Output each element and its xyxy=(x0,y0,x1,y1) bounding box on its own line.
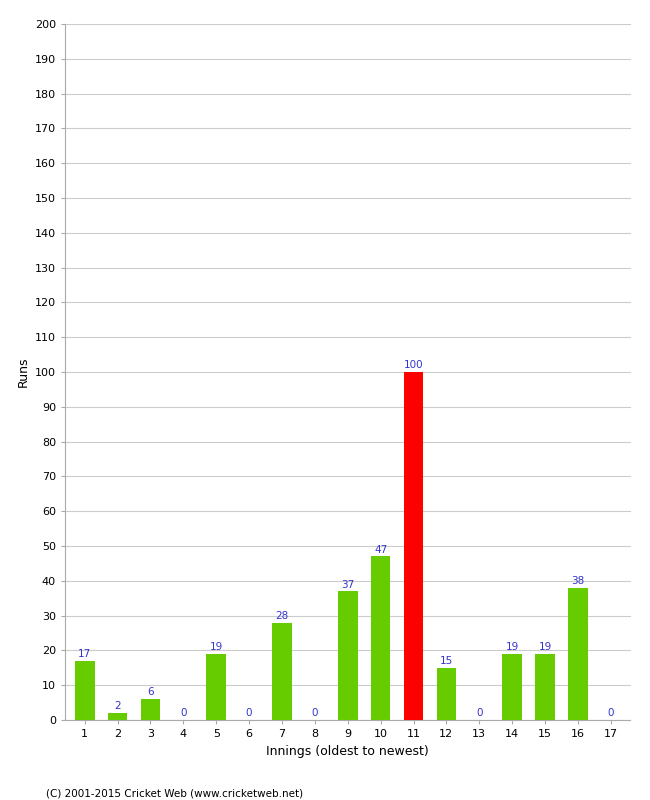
Text: 19: 19 xyxy=(538,642,552,652)
Bar xyxy=(404,372,423,720)
Text: 0: 0 xyxy=(608,708,614,718)
Text: 17: 17 xyxy=(78,649,92,659)
Text: 100: 100 xyxy=(404,360,423,370)
Text: 2: 2 xyxy=(114,702,121,711)
Bar xyxy=(568,588,588,720)
Text: 0: 0 xyxy=(476,708,482,718)
Bar xyxy=(108,713,127,720)
Bar xyxy=(338,591,358,720)
Y-axis label: Runs: Runs xyxy=(16,357,29,387)
Bar xyxy=(206,654,226,720)
Bar xyxy=(140,699,161,720)
Bar xyxy=(272,622,292,720)
Text: 37: 37 xyxy=(341,579,354,590)
Bar xyxy=(370,557,391,720)
Text: 0: 0 xyxy=(311,708,318,718)
Text: 28: 28 xyxy=(276,611,289,621)
Text: 38: 38 xyxy=(571,576,584,586)
Bar xyxy=(75,661,95,720)
Text: 47: 47 xyxy=(374,545,387,554)
Bar xyxy=(437,668,456,720)
Bar xyxy=(502,654,522,720)
Bar xyxy=(535,654,555,720)
Text: 6: 6 xyxy=(147,687,154,698)
Text: 0: 0 xyxy=(180,708,187,718)
Text: 19: 19 xyxy=(209,642,223,652)
Text: 0: 0 xyxy=(246,708,252,718)
X-axis label: Innings (oldest to newest): Innings (oldest to newest) xyxy=(266,745,429,758)
Text: (C) 2001-2015 Cricket Web (www.cricketweb.net): (C) 2001-2015 Cricket Web (www.cricketwe… xyxy=(46,788,303,798)
Text: 19: 19 xyxy=(506,642,519,652)
Text: 15: 15 xyxy=(440,656,453,666)
